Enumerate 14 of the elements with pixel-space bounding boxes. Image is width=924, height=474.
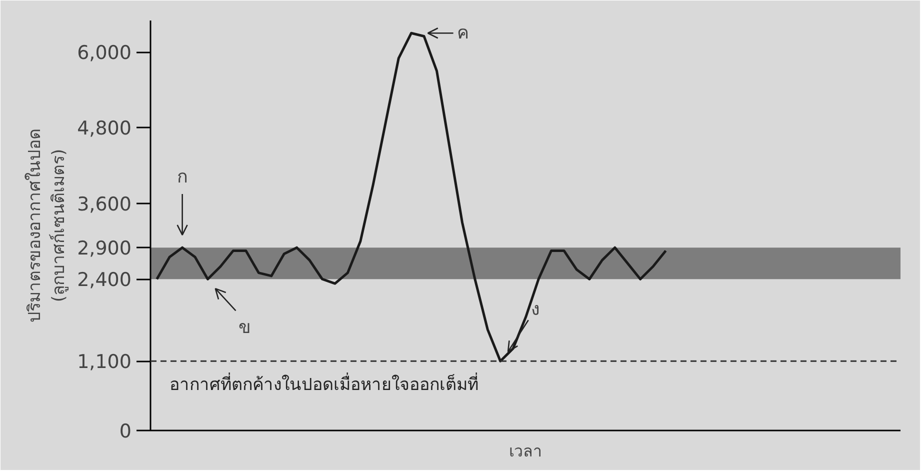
y-axis-title: ปริมาตรของอากาศในปอด (ลูกบาศก์เซนติเมตร): [24, 128, 70, 322]
y-tick-label: 2,900: [77, 238, 132, 260]
annotation: ง: [530, 299, 540, 320]
y-tick-label: 2,400: [77, 269, 132, 292]
y-tick-label: 6,000: [77, 42, 132, 64]
annotation: ก: [176, 166, 188, 188]
x-axis-title: เวลา: [509, 442, 542, 460]
annotation: ค: [457, 22, 470, 44]
ref-line-label: อากาศที่ตกค้างในปอดเมื่อหายใจออกเต็มที่: [170, 372, 479, 396]
y-tick-label: 4,800: [77, 118, 132, 140]
annotation: ข: [238, 316, 250, 338]
y-tick-label: 0: [119, 420, 132, 442]
y-tick-label: 3,600: [77, 193, 132, 216]
y-tick-label: 1,100: [77, 351, 132, 374]
